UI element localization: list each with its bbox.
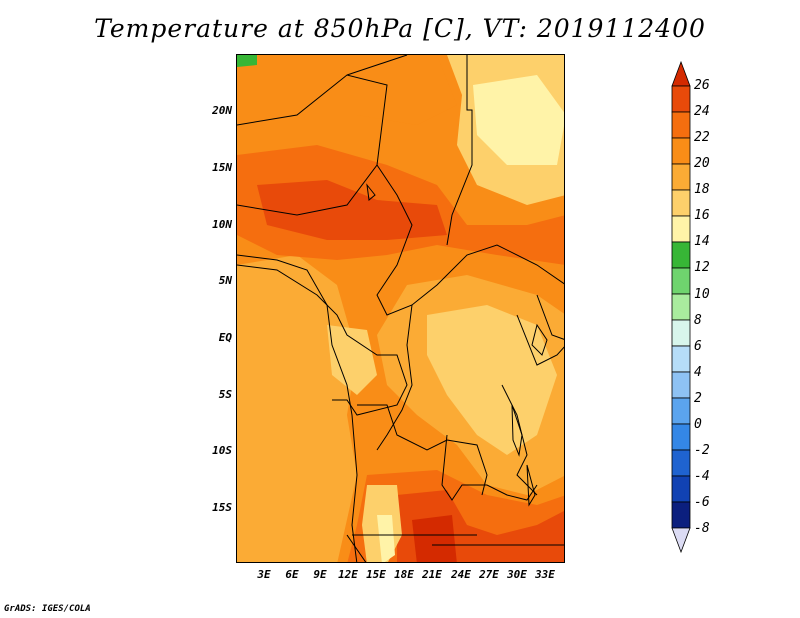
colorbar-segment bbox=[671, 189, 691, 217]
colorbar-label-18: 18 bbox=[694, 182, 710, 197]
lon-label-15e: 15E bbox=[366, 568, 386, 581]
lon-label-9e: 9E bbox=[313, 568, 327, 581]
colorbar-segment bbox=[671, 267, 691, 295]
lon-label-6e: 6E bbox=[285, 568, 299, 581]
credit-text: GrADS: IGES/COLA bbox=[4, 604, 91, 614]
colorbar-segment bbox=[671, 501, 691, 529]
colorbar-cap-bottom bbox=[671, 527, 691, 554]
colorbar-segment bbox=[671, 371, 691, 399]
lat-label-15n: 15N bbox=[212, 161, 232, 174]
lat-label-5n: 5N bbox=[218, 274, 232, 287]
colorbar-segment bbox=[671, 85, 691, 113]
temperature-field bbox=[237, 55, 564, 562]
colorbar-label-minus6: -6 bbox=[694, 495, 710, 510]
colorbar-label-8: 8 bbox=[694, 313, 702, 328]
colorbar-segment bbox=[671, 423, 691, 451]
colorbar-segment bbox=[671, 163, 691, 191]
colorbar-segment bbox=[671, 345, 691, 373]
colorbar-label-24: 24 bbox=[694, 104, 710, 119]
colorbar-label-minus8: -8 bbox=[694, 521, 710, 536]
lon-label-30e: 30E bbox=[507, 568, 527, 581]
colorbar-label-26: 26 bbox=[694, 78, 710, 93]
colorbar-label-4: 4 bbox=[694, 365, 702, 380]
colorbar-label-10: 10 bbox=[694, 287, 710, 302]
colorbar-label-0: 0 bbox=[694, 417, 702, 432]
field-26-south bbox=[412, 515, 457, 562]
field-16-central bbox=[427, 305, 557, 455]
colorbar-segment bbox=[671, 319, 691, 347]
field-18-west bbox=[237, 255, 357, 562]
colorbar-segment bbox=[671, 111, 691, 139]
colorbar-label-14: 14 bbox=[694, 234, 710, 249]
temperature-map bbox=[236, 54, 565, 563]
colorbar-label-minus2: -2 bbox=[694, 443, 710, 458]
colorbar-segment bbox=[671, 137, 691, 165]
colorbar bbox=[671, 60, 691, 554]
lon-label-12e: 12E bbox=[338, 568, 358, 581]
field-12-corner bbox=[237, 55, 257, 67]
lat-label-15s: 15S bbox=[212, 501, 232, 514]
colorbar-label-minus4: -4 bbox=[694, 469, 710, 484]
lat-label-eq: EQ bbox=[218, 331, 232, 344]
colorbar-segment bbox=[671, 241, 691, 269]
colorbar-label-12: 12 bbox=[694, 260, 710, 275]
lakes bbox=[366, 183, 548, 507]
field-20-north bbox=[237, 55, 457, 125]
lon-label-24e: 24E bbox=[451, 568, 471, 581]
colorbar-label-16: 16 bbox=[694, 208, 710, 223]
colorbar-label-6: 6 bbox=[694, 339, 702, 354]
field-14-northeast bbox=[473, 75, 564, 165]
lat-label-10s: 10S bbox=[212, 444, 232, 457]
country-borders bbox=[237, 55, 564, 562]
coastline bbox=[237, 254, 358, 562]
map-title: Temperature at 850hPa [C], VT: 201911240… bbox=[94, 14, 706, 43]
lon-label-3e: 3E bbox=[257, 568, 271, 581]
lon-label-33e: 33E bbox=[535, 568, 555, 581]
lon-label-21e: 21E bbox=[422, 568, 442, 581]
lon-label-18e: 18E bbox=[394, 568, 414, 581]
colorbar-label-22: 22 bbox=[694, 130, 710, 145]
colorbar-segment bbox=[671, 293, 691, 321]
field-16-gabon bbox=[327, 325, 377, 395]
lat-label-20n: 20N bbox=[212, 104, 232, 117]
colorbar-segment bbox=[671, 475, 691, 503]
field-24-sahel bbox=[257, 180, 447, 240]
colorbar-segment bbox=[671, 449, 691, 477]
colorbar-segment bbox=[671, 397, 691, 425]
colorbar-cap-top bbox=[671, 60, 691, 87]
lon-label-27e: 27E bbox=[479, 568, 499, 581]
lat-label-10n: 10N bbox=[212, 218, 232, 231]
field-14-highlands bbox=[377, 515, 395, 562]
colorbar-segment bbox=[671, 215, 691, 243]
lat-label-5s: 5S bbox=[218, 388, 232, 401]
colorbar-label-20: 20 bbox=[694, 156, 710, 171]
colorbar-label-2: 2 bbox=[694, 391, 702, 406]
